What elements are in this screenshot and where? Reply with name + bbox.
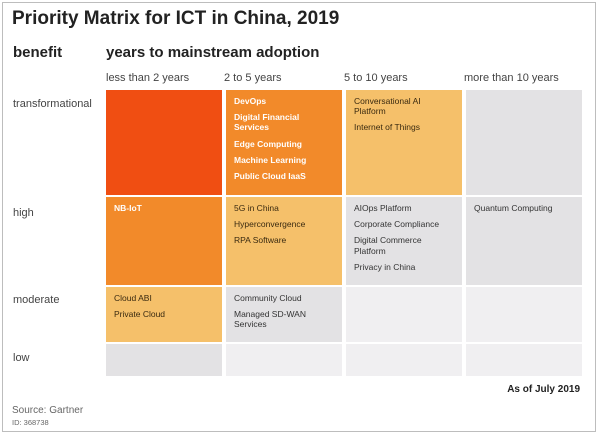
as-of-date: As of July 2019 (507, 384, 580, 395)
col-axis-label: years to mainstream adoption (106, 44, 320, 61)
cell-transformational-5-to-10: Conversational AI Platform Internet of Th… (346, 90, 462, 195)
cell-transformational-2-to-5: DevOps Digital Financial Services Edge Com… (226, 90, 342, 195)
matrix-item: Cloud ABI (114, 293, 152, 303)
cell-transformational-more-than-10 (466, 90, 582, 195)
matrix-item: Hyperconvergence (234, 219, 306, 230)
document-id: ID: 368738 (12, 418, 49, 427)
matrix-item: Community Cloud (234, 293, 302, 303)
source-note: Source: Gartner (12, 405, 84, 416)
cell-moderate-2-to-5: Community Cloud Managed SD-WAN Services (226, 287, 342, 342)
matrix-item: Private Cloud (114, 309, 166, 320)
cell-high-less-than-2: NB-IoT (106, 197, 222, 285)
matrix-item: Public Cloud IaaS (234, 170, 306, 181)
matrix-item: Machine Learning (234, 154, 307, 165)
matrix-item: AIOps Platform (354, 203, 412, 213)
row-header-moderate: moderate (13, 294, 60, 306)
page-title: Priority Matrix for ICT in China, 2019 (12, 8, 340, 29)
col-header-less-than-2: less than 2 years (106, 72, 190, 84)
cell-low-5-to-10 (346, 344, 462, 376)
cell-high-more-than-10: Quantum Computing (466, 197, 582, 285)
cell-low-2-to-5 (226, 344, 342, 376)
matrix-item: Digital Financial Services (234, 112, 300, 133)
matrix-item: NB-IoT (114, 203, 142, 213)
matrix-item: Managed SD-WAN Services (234, 309, 306, 330)
matrix-item: Edge Computing (234, 138, 302, 149)
matrix-item: Quantum Computing (474, 203, 553, 213)
row-header-high: high (13, 207, 34, 219)
col-header-2-to-5: 2 to 5 years (224, 72, 282, 84)
cell-moderate-5-to-10 (346, 287, 462, 342)
cell-high-2-to-5: 5G in China Hyperconvergence RPA Software (226, 197, 342, 285)
cell-low-more-than-10 (466, 344, 582, 376)
figure-frame (2, 2, 596, 432)
matrix-item: Privacy in China (354, 261, 416, 272)
matrix-item: Corporate Compliance (354, 219, 440, 230)
cell-transformational-less-than-2 (106, 90, 222, 195)
cell-moderate-less-than-2: Cloud ABI Private Cloud (106, 287, 222, 342)
col-header-more-than-10: more than 10 years (464, 72, 559, 84)
cell-low-less-than-2 (106, 344, 222, 376)
matrix-item: Conversational AI Platform (354, 96, 421, 117)
matrix-item: 5G in China (234, 203, 279, 213)
matrix-item: Digital Commerce Platform (354, 235, 422, 256)
matrix-item: DevOps (234, 96, 267, 106)
row-axis-label: benefit (13, 44, 63, 61)
matrix-item: Internet of Things (354, 122, 420, 133)
row-header-transformational: transformational (13, 98, 92, 110)
row-header-low: low (13, 352, 30, 364)
cell-moderate-more-than-10 (466, 287, 582, 342)
cell-high-5-to-10: AIOps Platform Corporate Compliance Digita… (346, 197, 462, 285)
col-header-5-to-10: 5 to 10 years (344, 72, 408, 84)
matrix-item: RPA Software (234, 235, 287, 246)
